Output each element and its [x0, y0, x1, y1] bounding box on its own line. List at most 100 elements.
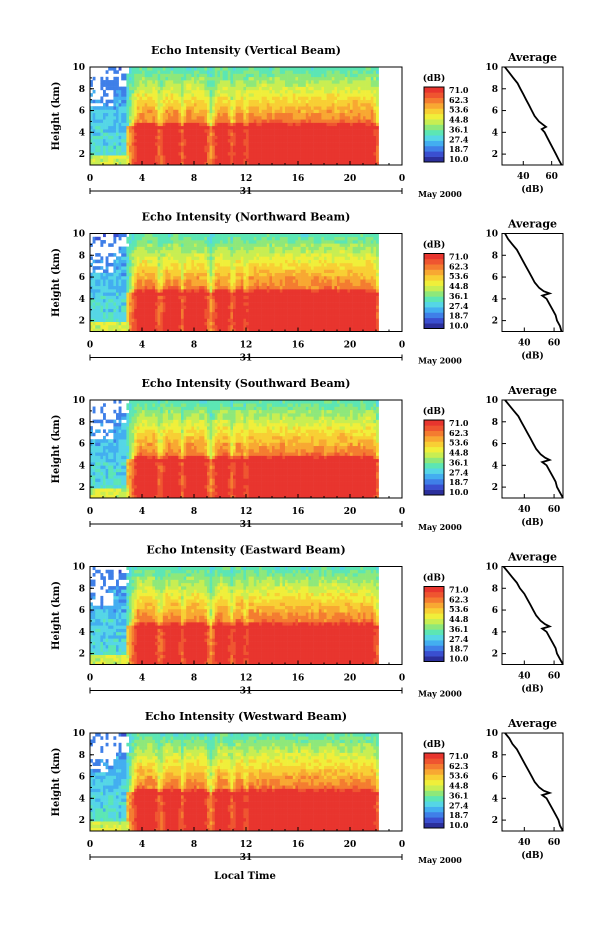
- heatmap-cell: [116, 102, 119, 107]
- heatmap-cell: [220, 135, 223, 140]
- heatmap-cell: [134, 240, 138, 244]
- heatmap-cell: [116, 122, 119, 127]
- heatmap-cell: [207, 89, 210, 94]
- heatmap-cell: [222, 116, 226, 120]
- heatmap-cell: [235, 76, 239, 81]
- heatmap-cell: [175, 249, 179, 254]
- heatmap-cell: [209, 253, 213, 257]
- heatmap-cell: [259, 151, 262, 156]
- heatmap-cell: [313, 99, 317, 104]
- heatmap-cell: [168, 99, 171, 104]
- heatmap-cell: [204, 138, 208, 143]
- heatmap-cell: [155, 256, 158, 260]
- heatmap-cell: [173, 119, 177, 123]
- heatmap-cell: [376, 106, 379, 110]
- heatmap-cell: [363, 96, 366, 100]
- heatmap-cell: [313, 89, 317, 94]
- heatmap-cell: [285, 96, 288, 100]
- heatmap-cell: [103, 279, 106, 283]
- heatmap-cell: [175, 282, 179, 287]
- heatmap-cell: [110, 83, 114, 87]
- heatmap-cell: [121, 89, 125, 94]
- heatmap-cell: [199, 243, 203, 247]
- heatmap-cell: [350, 109, 353, 114]
- heatmap-cell: [126, 83, 130, 87]
- heatmap-cell: [199, 80, 203, 84]
- heatmap-cell: [144, 73, 148, 78]
- heatmap-cell: [290, 155, 294, 159]
- heatmap-cell: [175, 99, 179, 104]
- heatmap-cell: [246, 89, 249, 94]
- heatmap-cell: [186, 67, 190, 71]
- heatmap-cell: [222, 76, 226, 81]
- heatmap-cell: [259, 129, 262, 133]
- heatmap-cell: [194, 99, 197, 104]
- heatmap-cell: [225, 129, 229, 133]
- heatmap-cell: [170, 315, 174, 319]
- heatmap-cell: [305, 83, 309, 87]
- heatmap-cell: [243, 142, 247, 146]
- heatmap-cell: [121, 155, 125, 159]
- heatmap-cell: [233, 109, 236, 114]
- heatmap-cell: [238, 89, 242, 94]
- heatmap-cell: [331, 145, 335, 149]
- heatmap-cell: [152, 161, 156, 166]
- heatmap-cell: [357, 106, 361, 110]
- heatmap-cell: [131, 308, 135, 313]
- heatmap-cell: [220, 308, 223, 313]
- heatmap-cell: [282, 96, 286, 100]
- heatmap-cell: [188, 253, 192, 257]
- heatmap-cell: [199, 109, 203, 114]
- heatmap-cell: [217, 96, 221, 100]
- heatmap-cell: [149, 135, 153, 140]
- heatmap-cell: [292, 109, 296, 114]
- heatmap-cell: [175, 328, 179, 332]
- heatmap-cell: [233, 292, 236, 296]
- heatmap-cell: [256, 109, 260, 114]
- heatmap-cell: [204, 269, 208, 273]
- heatmap-cell: [238, 96, 242, 100]
- heatmap-cell: [181, 285, 184, 290]
- heatmap-cell: [139, 73, 143, 78]
- heatmap-cell: [313, 138, 317, 143]
- heatmap-cell: [209, 233, 213, 238]
- heatmap-cell: [183, 246, 187, 251]
- heatmap-cell: [142, 102, 145, 107]
- heatmap-cell: [147, 259, 151, 264]
- heatmap-cell: [259, 99, 262, 104]
- heatmap-cell: [173, 305, 177, 309]
- heatmap-cell: [365, 86, 369, 91]
- heatmap-cell: [196, 321, 200, 326]
- heatmap-cell: [363, 70, 366, 74]
- heatmap-cell: [162, 86, 166, 91]
- heatmap-cell: [290, 158, 294, 163]
- heatmap-cell: [308, 67, 312, 71]
- heatmap-cell: [144, 249, 148, 254]
- heatmap-cell: [225, 285, 229, 290]
- heatmap-cell: [201, 292, 205, 296]
- heatmap-cell: [155, 285, 158, 290]
- heatmap-cell: [126, 76, 130, 81]
- heatmap-cell: [168, 315, 171, 319]
- heatmap-cell: [134, 311, 138, 316]
- heatmap-cell: [157, 318, 161, 322]
- heatmap-cell: [292, 116, 296, 120]
- heatmap-cell: [300, 148, 304, 153]
- heatmap-cell: [147, 279, 151, 283]
- heatmap-cell: [230, 129, 234, 133]
- heatmap-cell: [324, 125, 327, 130]
- heatmap-cell: [90, 158, 93, 163]
- heatmap-cell: [360, 116, 364, 120]
- heatmap-cell: [233, 249, 236, 254]
- heatmap-cell: [331, 151, 335, 156]
- heatmap-cell: [136, 109, 140, 114]
- heatmap-cell: [139, 243, 143, 247]
- heatmap-cell: [199, 236, 203, 241]
- heatmap-cell: [92, 76, 96, 81]
- heatmap-cell: [220, 236, 223, 241]
- heatmap-cell: [100, 129, 104, 133]
- heatmap-cell: [139, 295, 143, 300]
- heatmap-cell: [110, 321, 114, 326]
- heatmap-cell: [222, 145, 226, 149]
- heatmap-cell: [149, 109, 153, 114]
